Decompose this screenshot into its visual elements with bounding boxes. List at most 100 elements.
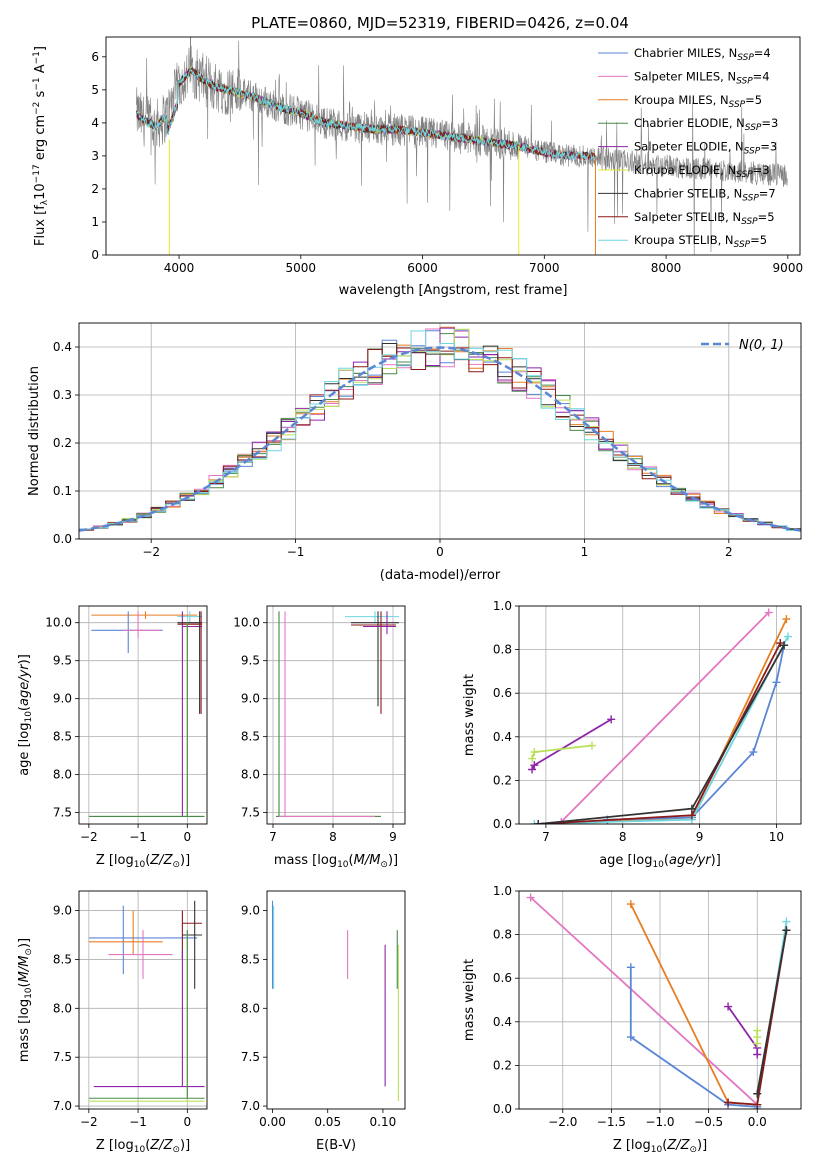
label-part: ⊙: [24, 948, 34, 956]
line-series: [530, 896, 758, 1106]
x-axis-label: Z [log10(Z/Z⊙)]: [96, 853, 190, 870]
x-tick-label: 9000: [773, 261, 804, 275]
x-tick-label: 7000: [529, 261, 560, 275]
label-part: SSP: [729, 100, 746, 110]
y-tick-label: 9.0: [53, 904, 72, 918]
x-tick-label: 7: [269, 830, 277, 844]
x-tick-label: 7: [542, 830, 550, 844]
y-tick-label: 1.0: [493, 599, 512, 613]
y-axis-label: mass [log10(M/M⊙)]: [17, 938, 34, 1062]
label-part: Kroupa STELIB, N: [634, 233, 734, 247]
point-marker: [782, 926, 791, 935]
x-tick-label: −1.5: [597, 1115, 626, 1129]
label-part: Chabrier ELODIE, N: [634, 116, 745, 130]
x-axis-label: mass [log10(M/M⊙)]: [274, 853, 398, 870]
x-tick-label: −2.0: [548, 1115, 577, 1129]
y-tick-label: 0: [91, 248, 99, 262]
histogram-kroupa-elodie: [79, 328, 801, 530]
legend-entry: N(0, 1): [739, 338, 784, 353]
label-part: 10: [33, 183, 48, 200]
y-tick-label: 4: [91, 116, 99, 130]
x-tick-label: 5000: [286, 261, 317, 275]
label-part: Salpeter MILES, N: [634, 69, 736, 83]
y-tick-label: 10.0: [233, 616, 260, 630]
y-tick-label: 0.4: [493, 1015, 512, 1029]
label-part: age [log: [17, 723, 32, 776]
label-part: Salpeter ELODIE, N: [634, 140, 744, 154]
point-marker: [780, 641, 789, 650]
y-tick-label: 8.0: [241, 768, 260, 782]
normal-curve: [79, 346, 801, 532]
x-tick-label: 9: [389, 830, 397, 844]
point-marker: [749, 748, 758, 757]
label-part: =4: [754, 46, 771, 60]
label-part: ⊙: [689, 1145, 697, 1155]
x-tick-label: −0.5: [694, 1115, 723, 1129]
axes-frame: [518, 890, 802, 1110]
label-part: )]: [180, 1138, 190, 1153]
axes-frame: [518, 605, 802, 825]
histogram-chabrier-stelib: [79, 343, 801, 530]
y-tick-label: 0.0: [493, 817, 512, 831]
point-marker: [753, 1100, 762, 1109]
label-part: =5: [750, 233, 767, 247]
legend-entry: Salpeter ELODIE, NSSP=3: [634, 140, 777, 157]
point-marker: [753, 1050, 762, 1059]
x-tick-label: 0: [183, 1115, 191, 1129]
x-axis-label: wavelength [Angstrom, rest frame]: [339, 283, 568, 298]
y-tick-label: 9.0: [241, 692, 260, 706]
label-part: =3: [753, 163, 770, 177]
x-axis-label: E(B-V): [316, 1138, 356, 1153]
y-tick-label: 7.5: [53, 806, 72, 820]
model-line: [135, 68, 596, 161]
x-axis-label: Z [log10(Z/Z⊙)]: [613, 1138, 707, 1155]
legend-entry: Kroupa MILES, NSSP=5: [634, 93, 762, 110]
y-axis-label: Normed distribution: [27, 366, 42, 496]
y-tick-label: 0.2: [53, 436, 72, 450]
plot-area: [79, 891, 207, 1109]
x-tick-label: 8: [619, 830, 627, 844]
label-part: M/M: [354, 853, 381, 868]
point-marker: [724, 1098, 733, 1107]
y-tick-label: 0.8: [493, 928, 512, 942]
label-part: age/yr: [669, 853, 712, 868]
point-marker: [772, 678, 781, 687]
point-marker: [724, 1002, 733, 1011]
y-tick-label: 8.5: [53, 952, 72, 966]
plot-area: [267, 606, 405, 824]
label-part: )]: [388, 853, 398, 868]
figure-title: PLATE=0860, MJD=52319, FIBERID=0426, z=0…: [251, 14, 629, 32]
label-part: Flux [f: [33, 205, 48, 246]
y-tick-label: 2: [91, 182, 99, 196]
label-part: Z [log: [96, 853, 134, 868]
label-part: mass [log: [17, 999, 32, 1062]
label-part: SSP: [741, 217, 758, 227]
label-part: SSP: [736, 170, 753, 180]
point-marker: [528, 754, 537, 763]
point-marker: [587, 741, 596, 750]
label-part: −17: [32, 164, 42, 183]
label-part: )]: [17, 938, 32, 948]
label-part: age [log: [599, 853, 652, 868]
x-tick-label: 0: [436, 545, 444, 559]
x-tick-label: 1: [581, 545, 589, 559]
label-part: Z/Z: [666, 1138, 690, 1153]
x-tick-label: 8: [329, 830, 337, 844]
label-part: (: [662, 1138, 667, 1153]
label-part: ]: [33, 46, 48, 51]
x-tick-label: −2: [80, 1115, 98, 1129]
axes-frame: [266, 890, 406, 1110]
legend-entry: Salpeter STELIB, NSSP=5: [634, 210, 775, 227]
axes-frame: [105, 36, 801, 256]
y-tick-label: 0.0: [53, 532, 72, 546]
label-part: Z/Z: [149, 1138, 173, 1153]
legend-entry: Chabrier MILES, NSSP=4: [634, 46, 771, 63]
point-marker: [753, 1089, 762, 1098]
y-tick-label: 7.5: [241, 806, 260, 820]
label-part: Chabrier MILES, N: [634, 46, 737, 60]
point-marker: [626, 963, 635, 972]
y-tick-label: 7.0: [53, 1099, 72, 1113]
label-part: SSP: [744, 147, 761, 157]
label-part: =4: [753, 69, 770, 83]
